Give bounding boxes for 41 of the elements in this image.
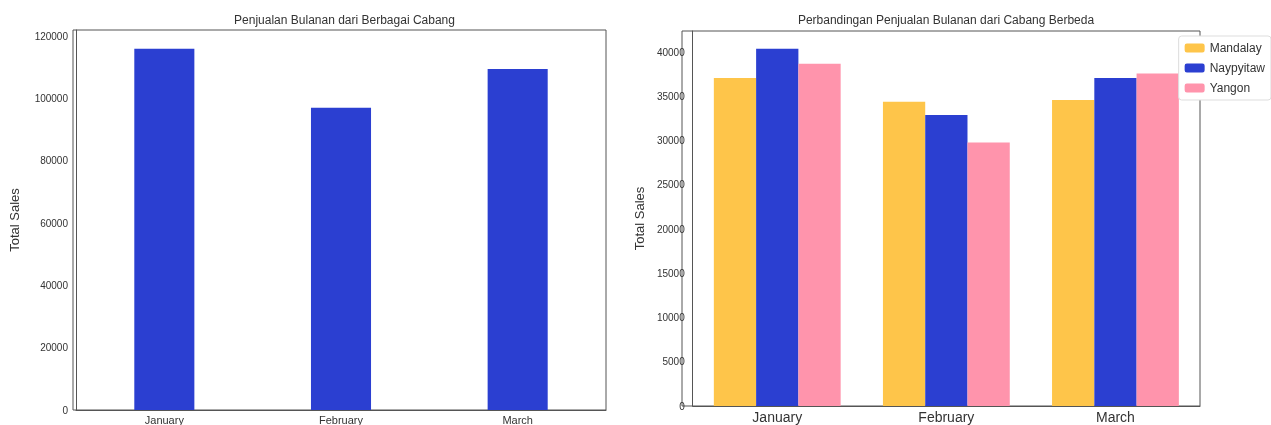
legend-label: Yangon xyxy=(1209,81,1251,95)
y-axis-title: Total Sales xyxy=(632,186,647,251)
bar xyxy=(1052,99,1095,406)
y-tick-label: 100000 xyxy=(34,93,69,105)
x-tick-label: February xyxy=(918,409,975,425)
y-tick-label: 25000 xyxy=(656,179,686,191)
x-tick-label: January xyxy=(752,409,803,425)
bar xyxy=(882,101,926,406)
y-tick-label: 30000 xyxy=(656,135,686,147)
bar xyxy=(1136,73,1179,406)
y-tick-label: 60000 xyxy=(40,217,69,229)
y-tick-label: 80000 xyxy=(40,155,69,167)
bar xyxy=(967,142,1010,406)
x-tick-label: January xyxy=(144,413,185,425)
legend-label: Naypyitaw xyxy=(1209,61,1266,75)
y-tick-label: 20000 xyxy=(40,342,69,354)
y-tick-label: 120000 xyxy=(34,30,69,42)
x-tick-label: February xyxy=(318,413,364,425)
chart-title: Perbandingan Penjualan Bulanan dari Cabang Berbeda xyxy=(797,13,1095,27)
y-tick-label: 40000 xyxy=(656,46,686,58)
bar xyxy=(310,107,372,410)
bar xyxy=(713,77,757,406)
chart-title: Penjualan Bulanan dari Berbagai Cabang xyxy=(234,13,455,27)
y-tick-label: 15000 xyxy=(656,267,686,279)
bar xyxy=(1094,77,1137,406)
y-tick-label: 0 xyxy=(679,400,686,412)
y-tick-label: 0 xyxy=(62,404,69,416)
legend-label: Mandalay xyxy=(1209,41,1262,55)
y-tick-label: 35000 xyxy=(656,90,686,102)
x-tick-label: March xyxy=(1096,409,1135,425)
y-tick-label: 5000 xyxy=(662,356,686,368)
y-tick-label: 20000 xyxy=(656,223,686,235)
bar xyxy=(756,48,799,406)
x-tick-label: March xyxy=(502,413,533,425)
bar xyxy=(798,63,841,406)
y-tick-label: 40000 xyxy=(40,279,69,291)
y-tick-label: 10000 xyxy=(656,312,686,324)
y-axis-title: Total Sales xyxy=(7,187,22,252)
bar xyxy=(925,115,968,406)
bar xyxy=(134,48,195,410)
bar xyxy=(487,68,548,410)
